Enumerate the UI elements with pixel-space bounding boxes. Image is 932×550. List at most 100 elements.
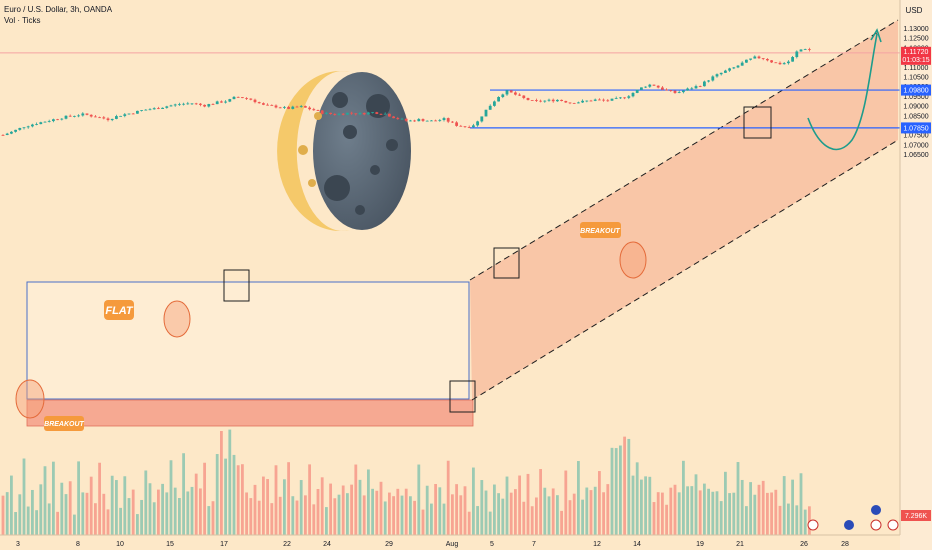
flat-range-box[interactable] bbox=[26, 281, 470, 400]
current-price-tag[interactable]: 1.11720 01:03:15 bbox=[901, 46, 931, 65]
volume-bar bbox=[665, 504, 668, 535]
volume-bar bbox=[484, 490, 488, 535]
highlight-box-flat-top[interactable] bbox=[223, 269, 250, 302]
highlight-circle-flat[interactable] bbox=[163, 300, 191, 338]
candle-body bbox=[220, 101, 223, 103]
time-tick-label: 7 bbox=[532, 541, 536, 548]
breakout-tag-right[interactable]: BREAKOUT bbox=[580, 222, 621, 238]
candle-body bbox=[136, 110, 139, 114]
volume-indicator-label[interactable]: Vol · Ticks bbox=[4, 16, 41, 25]
volume-bar bbox=[56, 511, 59, 535]
candle-body bbox=[480, 116, 484, 122]
symbol-title[interactable]: Euro / U.S. Dollar, 3h, OANDA bbox=[4, 5, 113, 14]
volume-bar bbox=[711, 491, 715, 535]
flat-tag[interactable]: FLAT bbox=[104, 300, 134, 320]
candle-body bbox=[152, 108, 156, 110]
highlight-circle-breakout-left[interactable] bbox=[15, 379, 45, 419]
volume-bar bbox=[329, 483, 332, 535]
candle-body bbox=[673, 90, 677, 93]
us-flag-icon[interactable] bbox=[870, 519, 882, 531]
volume-bar bbox=[648, 476, 652, 535]
candle-body bbox=[22, 127, 26, 129]
channel-upper-line[interactable] bbox=[469, 19, 899, 281]
candle-body bbox=[757, 56, 761, 59]
chart-legend: Euro / U.S. Dollar, 3h, OANDA Vol · Tick… bbox=[4, 4, 112, 26]
volume-bar bbox=[551, 488, 555, 535]
highlight-box-high[interactable] bbox=[743, 106, 772, 139]
candlesticks bbox=[1, 47, 811, 136]
volume-bar bbox=[115, 480, 118, 535]
candle-body bbox=[5, 133, 9, 136]
current-price-value: 1.11720 bbox=[904, 49, 929, 56]
volume-bar bbox=[753, 494, 757, 535]
us-flag-icon[interactable] bbox=[807, 519, 819, 531]
channel-lower-line[interactable] bbox=[471, 139, 899, 401]
rising-channel-fill bbox=[470, 20, 898, 400]
resistance-price-tag[interactable]: 1.09800 bbox=[901, 84, 931, 96]
economic-event-markers[interactable] bbox=[807, 505, 899, 531]
candle-body bbox=[253, 99, 257, 103]
candle-body bbox=[509, 90, 513, 93]
candle-body bbox=[35, 124, 38, 125]
breakout-support-zone[interactable] bbox=[26, 399, 474, 427]
volume-bar bbox=[346, 493, 349, 535]
candle-body bbox=[157, 108, 160, 110]
candle-body bbox=[127, 113, 131, 115]
candle-body bbox=[358, 112, 362, 115]
volume-bar bbox=[350, 484, 353, 535]
candle-body bbox=[539, 100, 542, 102]
volume-bar bbox=[434, 483, 437, 535]
volume-bar bbox=[211, 501, 215, 535]
volume-bar bbox=[241, 464, 244, 535]
volume-bar bbox=[161, 483, 164, 535]
volume-bar bbox=[333, 498, 337, 535]
candle-body bbox=[761, 58, 765, 60]
candle-body bbox=[165, 106, 169, 108]
candle-body bbox=[808, 49, 811, 51]
candle-body bbox=[715, 74, 719, 77]
volume-bar bbox=[627, 438, 631, 535]
candle-body bbox=[47, 121, 51, 122]
volume-bar bbox=[173, 487, 177, 535]
volume-bar bbox=[148, 483, 152, 535]
candle-body bbox=[551, 99, 555, 102]
candle-body bbox=[442, 118, 446, 121]
candle-body bbox=[18, 127, 22, 130]
highlight-box-flat-bottom[interactable] bbox=[449, 380, 476, 413]
volume-bar bbox=[94, 503, 97, 535]
volume-bar bbox=[593, 486, 597, 535]
volume-bar bbox=[295, 500, 299, 535]
candle-body bbox=[245, 98, 248, 99]
volume-bar bbox=[442, 503, 446, 535]
highlight-circle-breakout-right[interactable] bbox=[619, 241, 647, 279]
volume-bar bbox=[144, 470, 148, 535]
time-tick-label: 5 bbox=[490, 541, 494, 548]
candle-body bbox=[14, 129, 17, 132]
projection-arrow[interactable] bbox=[807, 33, 878, 151]
volume-bar bbox=[677, 492, 681, 535]
volume-bar bbox=[308, 464, 311, 535]
eu-flag-icon[interactable] bbox=[844, 520, 854, 530]
volume-bar bbox=[652, 502, 656, 535]
candle-body bbox=[413, 120, 416, 122]
volume-bar bbox=[535, 497, 538, 535]
volume-bar bbox=[719, 501, 723, 535]
volume-value-tag[interactable]: 7.296K bbox=[901, 510, 931, 521]
highlight-box-breakout[interactable] bbox=[493, 247, 520, 279]
us-flag-icon[interactable] bbox=[887, 519, 899, 531]
time-axis-ticks[interactable]: 3 8 10 15 17 22 24 29 Aug 5 7 12 14 19 21 26 28 bbox=[16, 541, 849, 548]
breakout-tag-left-label: BREAKOUT bbox=[44, 421, 84, 428]
volume-bar bbox=[178, 498, 181, 535]
candle-body bbox=[140, 110, 143, 112]
candle-body bbox=[182, 103, 185, 105]
volume-bar bbox=[140, 499, 143, 535]
volume-bar bbox=[707, 488, 710, 535]
eu-flag-icon[interactable] bbox=[871, 505, 881, 515]
candle-body bbox=[417, 119, 421, 122]
volume-bar bbox=[598, 471, 601, 535]
candle-body bbox=[173, 104, 177, 106]
support-price-tag[interactable]: 1.07850 bbox=[901, 122, 931, 134]
candle-body bbox=[535, 100, 538, 101]
breakout-tag-left[interactable]: BREAKOUT bbox=[44, 416, 85, 431]
